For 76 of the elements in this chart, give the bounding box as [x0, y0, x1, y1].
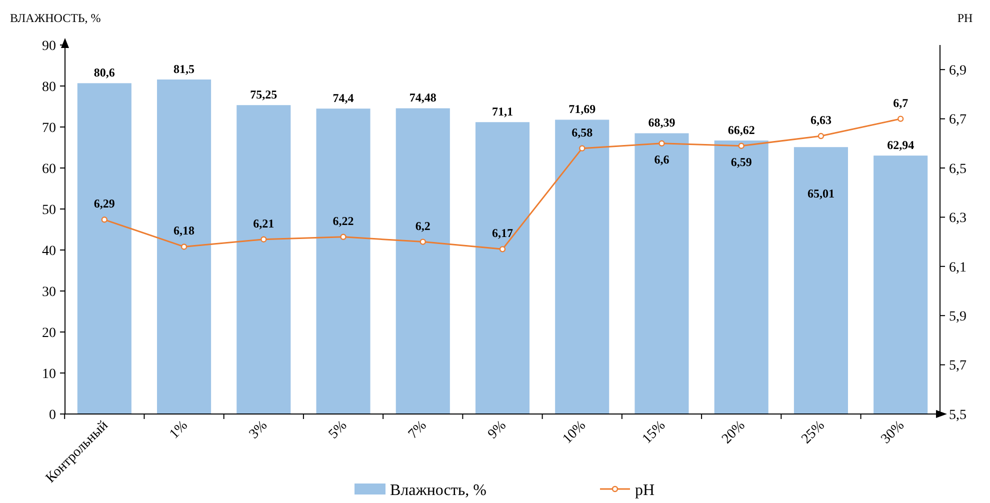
y2-tick-label: 6,5 — [949, 162, 966, 177]
y2-tick-label: 5,5 — [949, 408, 966, 423]
legend-label: Влажность, % — [390, 482, 486, 499]
data-label: 6,17 — [492, 226, 513, 240]
bar — [555, 120, 610, 414]
data-label: 66,62 — [728, 122, 755, 137]
data-label: 62,94 — [887, 138, 914, 152]
point — [499, 246, 506, 252]
point — [897, 116, 904, 122]
x-tick-label: 1% — [167, 418, 192, 442]
point — [260, 236, 267, 242]
data-label: 65,01 — [807, 186, 834, 200]
x-tick-label: 9% — [486, 418, 510, 442]
x-tick-label: 15% — [640, 418, 669, 447]
y-tick-label: 0 — [49, 408, 56, 423]
data-label: 71,69 — [568, 102, 596, 116]
y-tick-label: 80 — [42, 80, 56, 95]
y2-tick-label: 6,7 — [949, 112, 966, 128]
bar — [475, 122, 530, 414]
y-tick-label: 30 — [42, 284, 56, 300]
data-label: 6,6 — [654, 152, 670, 166]
y2-tick-label: 6,1 — [949, 260, 966, 276]
point — [658, 140, 665, 146]
bar — [794, 147, 848, 414]
point — [420, 238, 426, 245]
bar — [874, 156, 928, 414]
data-label: 6,58 — [572, 125, 593, 140]
data-label: 6,2 — [415, 218, 430, 233]
data-label: 74,4 — [332, 90, 354, 105]
data-label: 74,48 — [409, 90, 436, 105]
x-tick-label: 5% — [326, 418, 350, 442]
bar — [396, 108, 450, 414]
y2-tick-label: 6,3 — [949, 211, 966, 226]
y-tick-label: 40 — [42, 244, 56, 259]
bar — [316, 108, 370, 414]
y-axis-title: ВЛАЖНОСТЬ, % — [10, 11, 101, 25]
point — [738, 142, 744, 149]
bar — [157, 80, 212, 414]
data-label: 81,5 — [174, 62, 195, 76]
y2-axis-title: PH — [957, 11, 973, 25]
y-tick-label: 10 — [42, 366, 56, 382]
bar — [634, 133, 689, 414]
data-label: 6,18 — [174, 224, 195, 238]
y-tick-label: 60 — [42, 162, 56, 177]
data-label: 71,1 — [492, 104, 513, 118]
legend-label: pH — [635, 482, 655, 499]
data-label: 68,39 — [648, 116, 676, 130]
y-tick-label: 20 — [42, 326, 56, 341]
y2-tick-label: 5,9 — [949, 310, 966, 324]
y-tick-label: 90 — [42, 38, 56, 54]
point — [101, 216, 108, 223]
x-tick-label: 3% — [246, 418, 271, 442]
y2-tick-label: 5,7 — [949, 358, 966, 374]
data-label: 6,59 — [730, 154, 752, 169]
data-label: 6,63 — [810, 113, 832, 128]
bar — [714, 140, 768, 414]
bar — [236, 105, 291, 414]
data-label: 6,21 — [253, 216, 274, 230]
data-label: 6,7 — [893, 96, 908, 110]
point — [340, 234, 346, 240]
x-tick-label: 30% — [878, 418, 908, 447]
point — [579, 145, 586, 152]
x-tick-label: 7% — [406, 418, 430, 442]
data-label: 6,29 — [94, 196, 115, 211]
data-label: 75,25 — [250, 87, 278, 102]
bar — [77, 83, 132, 414]
x-tick-label: 25% — [799, 418, 828, 447]
y-tick-label: 50 — [42, 202, 56, 218]
point — [180, 244, 188, 250]
y2-tick-label: 6,9 — [949, 64, 966, 78]
x-tick-label: 10% — [560, 418, 590, 447]
point — [818, 132, 824, 140]
y-tick-label: 70 — [42, 120, 56, 136]
data-label: 80,6 — [94, 66, 115, 80]
x-tick-label: 20% — [719, 418, 748, 447]
data-label: 6,22 — [332, 214, 354, 228]
